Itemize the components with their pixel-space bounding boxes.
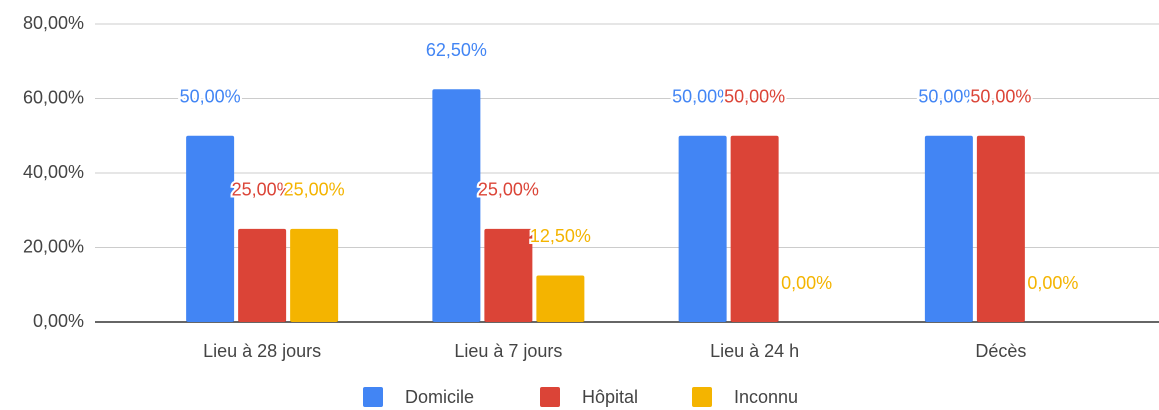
legend-swatch [540,387,560,407]
bar [536,275,585,322]
data-label: 25,00% [478,180,539,200]
legend-label: Domicile [405,387,474,407]
y-tick-label: 60,00% [23,87,84,107]
x-tick-label: Lieu à 28 jours [203,341,321,361]
data-label: 50,00% [970,87,1031,107]
bar [678,135,727,322]
data-label: 62,50% [426,40,487,60]
bar [432,89,481,322]
legend-label: Hôpital [582,387,638,407]
bar [730,135,779,322]
legend-label: Inconnu [734,387,798,407]
legend-swatch [692,387,712,407]
y-tick-label: 0,00% [33,311,84,331]
data-label: 50,00% [672,87,733,107]
data-label: 12,50% [530,226,591,246]
bar [924,135,973,322]
bar [976,135,1025,322]
data-label: 50,00% [724,87,785,107]
bar [238,228,287,322]
data-label: 0,00% [1027,273,1078,293]
bar [290,228,339,322]
data-label: 50,00% [180,87,241,107]
legend-swatch [363,387,383,407]
y-tick-label: 80,00% [23,13,84,33]
data-label: 50,00% [918,87,979,107]
data-label: 0,00% [781,273,832,293]
bar [186,135,235,322]
x-tick-label: Lieu à 24 h [710,341,799,361]
data-label: 25,00% [232,180,293,200]
data-label: 25,00% [284,180,345,200]
bar [484,228,533,322]
y-tick-label: 20,00% [23,236,84,256]
x-tick-label: Lieu à 7 jours [454,341,562,361]
x-tick-label: Décès [975,341,1026,361]
y-tick-label: 40,00% [23,162,84,182]
